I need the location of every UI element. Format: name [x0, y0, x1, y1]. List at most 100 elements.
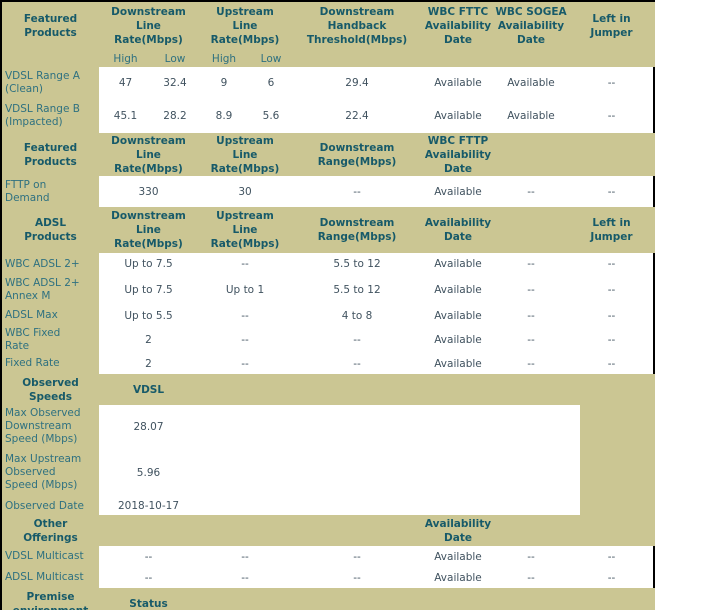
adsl4-jumper: -- — [607, 357, 616, 370]
left-in-jumper-header-3: Left in Jumper — [590, 217, 633, 243]
vdsl-b-jumper: -- — [607, 109, 616, 122]
ds-high-subheader: High — [113, 52, 138, 65]
other-header-empty-us — [198, 515, 292, 546]
adsl1-range: 5.5 to 12 — [333, 284, 381, 296]
vdsl-multicast-us: -- — [241, 550, 249, 563]
vdsl-b-fttc-availability: Available — [434, 109, 482, 122]
adsl3-ds: 2 — [145, 333, 152, 346]
fttp-us-rate: 30 — [238, 185, 252, 198]
downstream-range-header-2: Downstream Range(Mbps) — [317, 141, 397, 168]
adsl-availability-header: Availability Date — [424, 217, 492, 243]
table-row-adsl-multicast: ADSL Multicast -- -- -- Available -- -- — [2, 567, 655, 588]
table-row-wbc-adsl-2plus-annex-m: WBC ADSL 2+ Annex M Up to 7.5 Up to 1 5.… — [2, 275, 655, 305]
vdsl-b-handback: 22.4 — [345, 109, 369, 122]
adsl1-availability: Available — [434, 284, 482, 296]
table-row-vdsl-multicast: VDSL Multicast -- -- -- Available -- -- — [2, 546, 655, 567]
left-in-jumper-header: Left in Jumper — [590, 13, 633, 39]
row-label-wbc-adsl-annex-m: WBC ADSL 2+ Annex M — [2, 275, 99, 305]
fttp-sogea: -- — [527, 185, 535, 198]
vdsl-multicast-sogea: -- — [527, 550, 535, 563]
adsl-multicast-jumper: -- — [607, 571, 616, 584]
row-label-fttp-on-demand: FTTP on Demand — [2, 176, 99, 207]
adsl1-sogea: -- — [527, 284, 535, 296]
adsl-products-header-row: ADSL Products Downstream Line Rate(Mbps)… — [2, 207, 655, 253]
vdsl-a-sogea-availability: Available — [507, 76, 555, 89]
adsl0-jumper: -- — [607, 258, 616, 270]
row-label-fixed-rate: Fixed Rate — [2, 353, 99, 374]
adsl-multicast-sogea: -- — [527, 571, 535, 584]
premise-header-filler — [198, 588, 580, 610]
adsl2-availability: Available — [434, 309, 482, 322]
adsl1-ds: Up to 7.5 — [124, 284, 173, 296]
observed-row-khaki-filler — [580, 448, 655, 497]
adsl3-us: -- — [241, 333, 249, 346]
downstream-range-header-3: Downstream Range(Mbps) — [317, 217, 397, 243]
vdsl-multicast-jumper: -- — [607, 550, 616, 563]
observed-row-khaki-filler — [580, 497, 655, 515]
downstream-handback-threshold-header: Downstream Handback Threshold(Mbps) — [306, 6, 408, 46]
row-label-wbc-adsl-2plus: WBC ADSL 2+ — [2, 253, 99, 275]
adsl3-jumper: -- — [607, 333, 616, 346]
upstream-line-rate-header-3: Upstream Line Rate(Mbps) — [210, 210, 280, 250]
vdsl-a-ds-high: 47 — [118, 76, 133, 89]
adsl2-us: -- — [241, 309, 249, 322]
adsl1-jumper: -- — [607, 284, 616, 296]
adsl4-range: -- — [353, 357, 361, 370]
featured-products-header-2: Featured Products — [23, 141, 78, 168]
max-observed-downstream-value: 28.07 — [99, 405, 198, 448]
subheader-spacer — [2, 50, 99, 67]
table-row-max-upstream-observed: Max Upstream Observed Speed (Mbps) 5.96 — [2, 448, 655, 497]
vdsl-a-us-low: 6 — [267, 76, 275, 89]
featured-products-header: Featured Products — [23, 13, 78, 39]
ds-low-subheader: Low — [164, 52, 186, 65]
row-label-adsl-max: ADSL Max — [2, 305, 99, 326]
vdsl-multicast-range: -- — [353, 550, 361, 563]
downstream-line-rate-header-2: Downstream Line Rate(Mbps) — [111, 134, 186, 175]
adsl0-range: 5.5 to 12 — [333, 258, 381, 270]
vdsl-b-ds-high: 45.1 — [113, 109, 138, 122]
observed-date-value: 2018-10-17 — [99, 497, 198, 515]
downstream-line-rate-header-3: Downstream Line Rate(Mbps) — [111, 210, 186, 250]
featured-vdsl-header-row: Featured Products Downstream Line Rate(M… — [2, 2, 655, 50]
table-row-wbc-adsl-2plus: WBC ADSL 2+ Up to 7.5 -- 5.5 to 12 Avail… — [2, 253, 655, 275]
observed-row-filler — [198, 448, 580, 497]
adsl3-sogea: -- — [527, 333, 535, 346]
observed-row-filler — [198, 405, 580, 448]
row-label-adsl-multicast: ADSL Multicast — [2, 567, 99, 588]
observed-header-filler — [198, 374, 580, 405]
adsl-multicast-availability: Available — [434, 571, 482, 584]
other-header-empty-jumper — [568, 515, 655, 546]
row-label-vdsl-range-b: VDSL Range B (Impacted) — [2, 98, 99, 133]
vdsl-multicast-availability: Available — [434, 550, 482, 563]
other-offerings-header-row: Other Offerings Availability Date — [2, 515, 655, 546]
upstream-line-rate-header: Upstream Line Rate(Mbps) — [210, 6, 280, 46]
max-upstream-observed-value: 5.96 — [99, 448, 198, 497]
table-row-fttp-on-demand: FTTP on Demand 330 30 -- Available -- -- — [2, 176, 655, 207]
observed-speeds-header-row: Observed Speeds VDSL — [2, 374, 655, 405]
other-offerings-header: Other Offerings — [23, 517, 78, 544]
row-label-wbc-fixed-rate: WBC Fixed Rate — [2, 326, 99, 353]
adsl4-availability: Available — [434, 357, 482, 370]
wbc-fttc-availability-header: WBC FTTC Availability Date — [424, 6, 492, 46]
adsl2-jumper: -- — [607, 309, 616, 322]
downstream-line-rate-header: Downstream Line Rate(Mbps) — [111, 6, 186, 46]
adsl4-sogea: -- — [527, 357, 535, 370]
adsl3-range: -- — [353, 333, 361, 346]
adsl0-us: -- — [241, 258, 249, 270]
adsl3-availability: Available — [434, 333, 482, 346]
vdsl-b-us-low: 5.6 — [262, 109, 280, 122]
adsl-multicast-range: -- — [353, 571, 361, 584]
observed-speeds-header: Observed Speeds — [22, 376, 79, 403]
adsl-products-header: ADSL Products — [24, 217, 77, 243]
adsl0-availability: Available — [434, 258, 482, 270]
adsl0-ds: Up to 7.5 — [124, 258, 173, 270]
adsl-header-empty-sogea — [494, 207, 568, 253]
table-row-fixed-rate: Fixed Rate 2 -- -- Available -- -- — [2, 353, 655, 374]
fttp-header-empty-jumper — [568, 133, 655, 176]
adsl2-sogea: -- — [527, 309, 535, 322]
observed-row-khaki-filler — [580, 405, 655, 448]
fttp-header-empty-sogea — [494, 133, 568, 176]
vdsl-a-handback: 29.4 — [345, 76, 369, 89]
row-label-max-upstream-observed: Max Upstream Observed Speed (Mbps) — [2, 448, 99, 497]
observed-row-filler — [198, 497, 580, 515]
